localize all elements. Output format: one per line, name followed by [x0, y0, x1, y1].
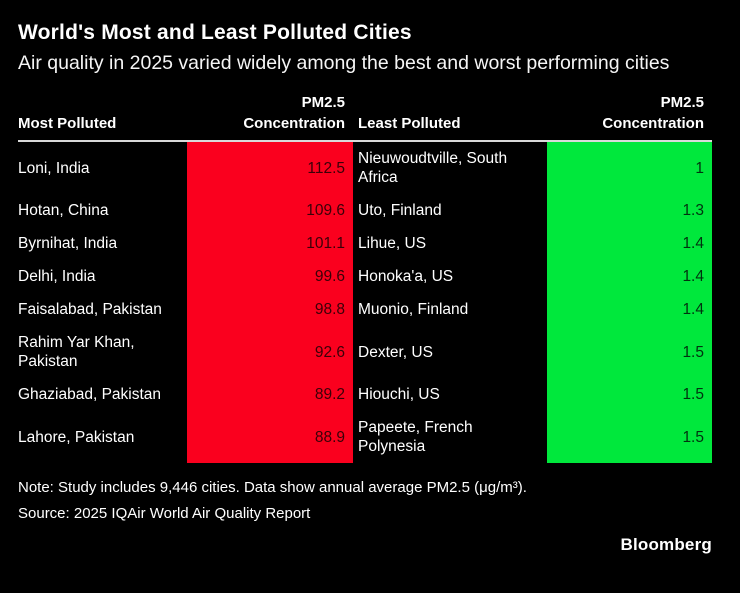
table-row: Hotan, China 109.6 Uto, Finland 1.3 — [18, 194, 712, 227]
least-polluted-value: 1.4 — [547, 293, 712, 326]
most-polluted-value: 98.8 — [187, 293, 353, 326]
least-polluted-city: Dexter, US — [358, 343, 433, 361]
table-header: Most Polluted PM2.5 Concentration Least … — [18, 92, 712, 142]
most-polluted-city: Faisalabad, Pakistan — [18, 301, 162, 318]
col-header-pm25-concentration-least: PM2.5 Concentration — [602, 94, 704, 132]
least-polluted-city: Lihue, US — [358, 235, 427, 252]
table-row: Faisalabad, Pakistan 98.8 Muonio, Finlan… — [18, 293, 712, 326]
most-polluted-value: 112.5 — [187, 142, 353, 194]
most-polluted-value: 101.1 — [187, 227, 353, 260]
footer: Note: Study includes 9,446 cities. Data … — [18, 475, 712, 527]
least-polluted-value: 1.5 — [547, 326, 712, 378]
least-polluted-city: Uto, Finland — [358, 202, 442, 219]
col-header-pm25-concentration-most: PM2.5 Concentration — [243, 94, 345, 132]
most-polluted-city: Rahim Yar Khan, Pakistan — [18, 334, 135, 370]
most-polluted-value: 99.6 — [187, 260, 353, 293]
most-polluted-city: Lahore, Pakistan — [18, 428, 135, 446]
most-polluted-city: Ghaziabad, Pakistan — [18, 386, 162, 403]
col-header-most-polluted: Most Polluted — [18, 115, 117, 132]
bloomberg-logo: Bloomberg — [620, 535, 712, 554]
table-row: Loni, India 112.5 Nieuwoudtville, South … — [18, 142, 712, 194]
most-polluted-city: Delhi, India — [18, 268, 96, 285]
col-header-least-polluted: Least Polluted — [358, 115, 461, 132]
most-polluted-value: 89.2 — [187, 378, 353, 411]
note-text: Note: Study includes 9,446 cities. Data … — [18, 479, 527, 496]
least-polluted-city: Papeete, French Polynesia — [358, 419, 473, 455]
least-polluted-city: Hiouchi, US — [358, 386, 440, 403]
chart-subtitle: Air quality in 2025 varied widely among … — [18, 52, 670, 74]
most-polluted-value: 92.6 — [187, 326, 353, 378]
table-row: Rahim Yar Khan, Pakistan 92.6 Dexter, US… — [18, 326, 712, 378]
least-polluted-city: Honoka'a, US — [358, 268, 454, 285]
least-polluted-value: 1.5 — [547, 378, 712, 411]
most-polluted-city: Loni, India — [18, 159, 90, 177]
source-text: Source: 2025 IQAir World Air Quality Rep… — [18, 505, 311, 522]
least-polluted-value: 1.4 — [547, 227, 712, 260]
least-polluted-value: 1.5 — [547, 411, 712, 463]
table-row: Delhi, India 99.6 Honoka'a, US 1.4 — [18, 260, 712, 293]
least-polluted-city: Nieuwoudtville, South Africa — [358, 150, 508, 186]
table-row: Byrnihat, India 101.1 Lihue, US 1.4 — [18, 227, 712, 260]
chart-title: World's Most and Least Polluted Cities — [18, 21, 412, 44]
most-polluted-value: 88.9 — [187, 411, 353, 463]
table-row: Ghaziabad, Pakistan 89.2 Hiouchi, US 1.5 — [18, 378, 712, 411]
least-polluted-value: 1 — [547, 142, 712, 194]
least-polluted-city: Muonio, Finland — [358, 301, 469, 318]
table-row: Lahore, Pakistan 88.9 Papeete, French Po… — [18, 411, 712, 463]
table-body: Loni, India 112.5 Nieuwoudtville, South … — [18, 142, 712, 463]
most-polluted-city: Byrnihat, India — [18, 235, 118, 252]
most-polluted-city: Hotan, China — [18, 202, 109, 219]
least-polluted-value: 1.3 — [547, 194, 712, 227]
least-polluted-value: 1.4 — [547, 260, 712, 293]
most-polluted-value: 109.6 — [187, 194, 353, 227]
